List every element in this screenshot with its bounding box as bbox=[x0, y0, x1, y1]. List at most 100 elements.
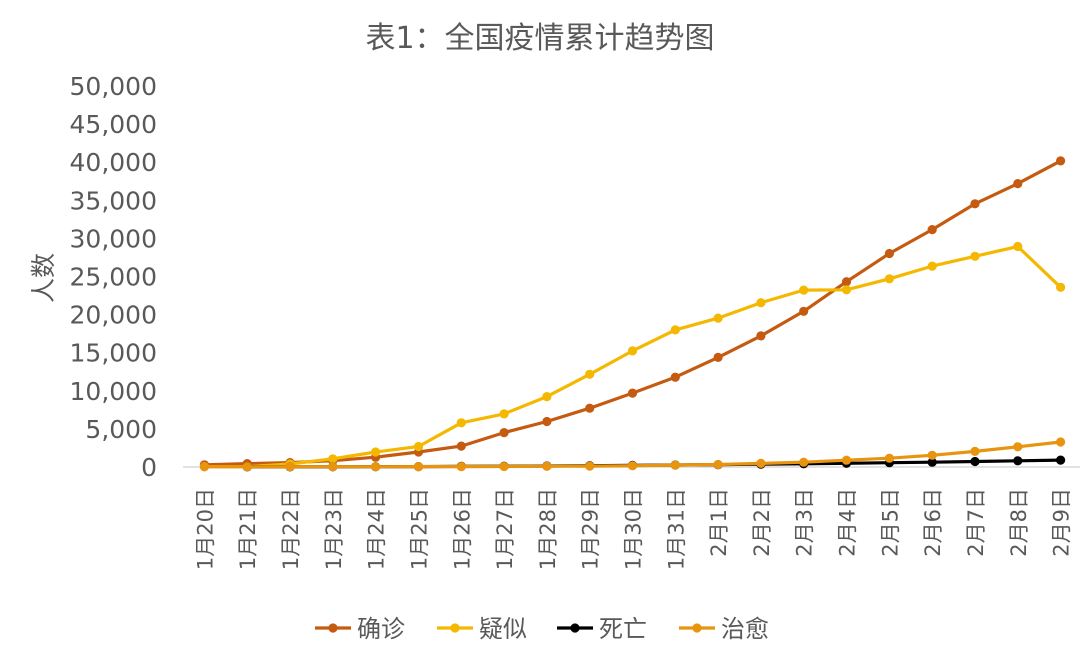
data-point bbox=[927, 457, 937, 467]
data-point bbox=[756, 298, 766, 308]
x-tick-label: 1月20日 bbox=[193, 488, 217, 570]
series-line bbox=[202, 244, 1063, 469]
data-point bbox=[585, 403, 595, 413]
data-point bbox=[542, 416, 552, 427]
data-point bbox=[756, 331, 766, 341]
series-2 bbox=[199, 241, 1066, 472]
data-point bbox=[627, 388, 638, 398]
data-point bbox=[456, 462, 466, 472]
data-point bbox=[927, 450, 937, 460]
data-point bbox=[499, 409, 509, 419]
data-point bbox=[756, 458, 766, 468]
data-point bbox=[585, 461, 595, 471]
data-point bbox=[1056, 455, 1066, 465]
data-point bbox=[1056, 156, 1066, 166]
data-point bbox=[1013, 456, 1023, 466]
series-1 bbox=[199, 156, 1066, 470]
data-point bbox=[413, 441, 424, 452]
x-tick-label: 1月21日 bbox=[236, 488, 260, 570]
data-point bbox=[413, 462, 424, 472]
data-point bbox=[328, 454, 338, 464]
data-point bbox=[799, 457, 809, 467]
legend-label: 确诊 bbox=[357, 615, 405, 643]
y-tick-label: 10,000 bbox=[70, 377, 157, 406]
data-point bbox=[1056, 282, 1066, 292]
x-tick-label: 2月3日 bbox=[793, 488, 817, 557]
x-tick-label: 2月1日 bbox=[707, 488, 731, 557]
data-point bbox=[371, 462, 381, 472]
x-tick-label: 2月7日 bbox=[964, 488, 988, 557]
x-tick-label: 1月28日 bbox=[536, 488, 560, 570]
x-tick-label: 1月24日 bbox=[365, 488, 389, 570]
legend-label: 死亡 bbox=[599, 615, 647, 643]
x-tick-label: 1月30日 bbox=[622, 488, 646, 570]
data-point bbox=[670, 460, 680, 470]
x-tick-label: 2月8日 bbox=[1007, 488, 1031, 557]
x-tick-label: 1月31日 bbox=[664, 488, 688, 570]
data-point bbox=[499, 461, 509, 472]
data-point bbox=[328, 462, 338, 472]
legend-label: 治愈 bbox=[721, 615, 769, 643]
data-point bbox=[713, 459, 723, 470]
data-point bbox=[1056, 437, 1066, 447]
data-point bbox=[1013, 179, 1023, 189]
data-point bbox=[371, 447, 381, 457]
legend-swatch-marker bbox=[570, 623, 580, 633]
y-axis: 0 5,000 10,000 15,000 20,000 25,000 30,000 35,0… bbox=[70, 72, 1080, 482]
data-point bbox=[970, 199, 980, 209]
y-tick-label: 45,000 bbox=[70, 110, 157, 139]
data-point bbox=[841, 455, 852, 465]
x-tick-label: 1月26日 bbox=[450, 488, 474, 570]
legend-swatch-marker bbox=[328, 623, 338, 633]
x-tick-label: 2月4日 bbox=[836, 488, 860, 557]
y-tick-label: 5,000 bbox=[85, 415, 157, 444]
series-layer bbox=[199, 156, 1066, 472]
legend-swatch-marker bbox=[692, 623, 702, 633]
data-point bbox=[542, 461, 552, 471]
x-tick-label: 1月25日 bbox=[407, 488, 431, 570]
data-point bbox=[884, 453, 895, 463]
y-tick-label: 15,000 bbox=[70, 339, 157, 368]
series-line bbox=[202, 159, 1063, 467]
data-point bbox=[799, 306, 809, 316]
data-point bbox=[585, 369, 595, 379]
data-point bbox=[199, 462, 209, 472]
data-point bbox=[456, 418, 466, 428]
legend-label: 疑似 bbox=[479, 615, 527, 643]
legend: 确诊 疑似 死亡 治愈 bbox=[315, 615, 769, 643]
data-point bbox=[841, 277, 852, 287]
x-tick-label: 1月27日 bbox=[493, 488, 517, 570]
data-point bbox=[970, 446, 980, 456]
data-point bbox=[627, 461, 638, 471]
data-point bbox=[456, 441, 466, 451]
y-tick-label: 0 bbox=[141, 453, 157, 482]
legend-item: 确诊 bbox=[315, 615, 405, 643]
data-point bbox=[1013, 442, 1023, 452]
data-point bbox=[927, 225, 937, 235]
legend-item: 死亡 bbox=[557, 615, 647, 643]
y-tick-label: 20,000 bbox=[70, 301, 157, 330]
y-tick-label: 25,000 bbox=[70, 263, 157, 292]
data-point bbox=[799, 285, 809, 295]
x-tick-label: 2月5日 bbox=[878, 488, 902, 557]
data-point bbox=[884, 274, 895, 284]
data-point bbox=[542, 392, 552, 402]
x-tick-label: 1月23日 bbox=[322, 488, 346, 570]
x-tick-label: 1月29日 bbox=[579, 488, 603, 570]
legend-item: 疑似 bbox=[437, 615, 527, 643]
y-tick-label: 50,000 bbox=[70, 72, 157, 101]
data-point bbox=[970, 456, 980, 467]
x-tick-label: 2月9日 bbox=[1050, 488, 1074, 557]
data-point bbox=[884, 248, 895, 259]
y-tick-label: 30,000 bbox=[70, 224, 157, 253]
x-tick-label: 2月2日 bbox=[750, 488, 774, 557]
data-point bbox=[841, 285, 852, 295]
data-point bbox=[713, 313, 723, 323]
data-point bbox=[713, 352, 723, 362]
x-tick-label: 1月22日 bbox=[279, 488, 303, 570]
x-axis: 1月20日 1月21日 1月22日 1月23日 1月24日 1月25日 1月26日 1月27日… bbox=[193, 488, 1073, 570]
data-point bbox=[285, 462, 295, 472]
y-tick-label: 40,000 bbox=[70, 148, 157, 177]
